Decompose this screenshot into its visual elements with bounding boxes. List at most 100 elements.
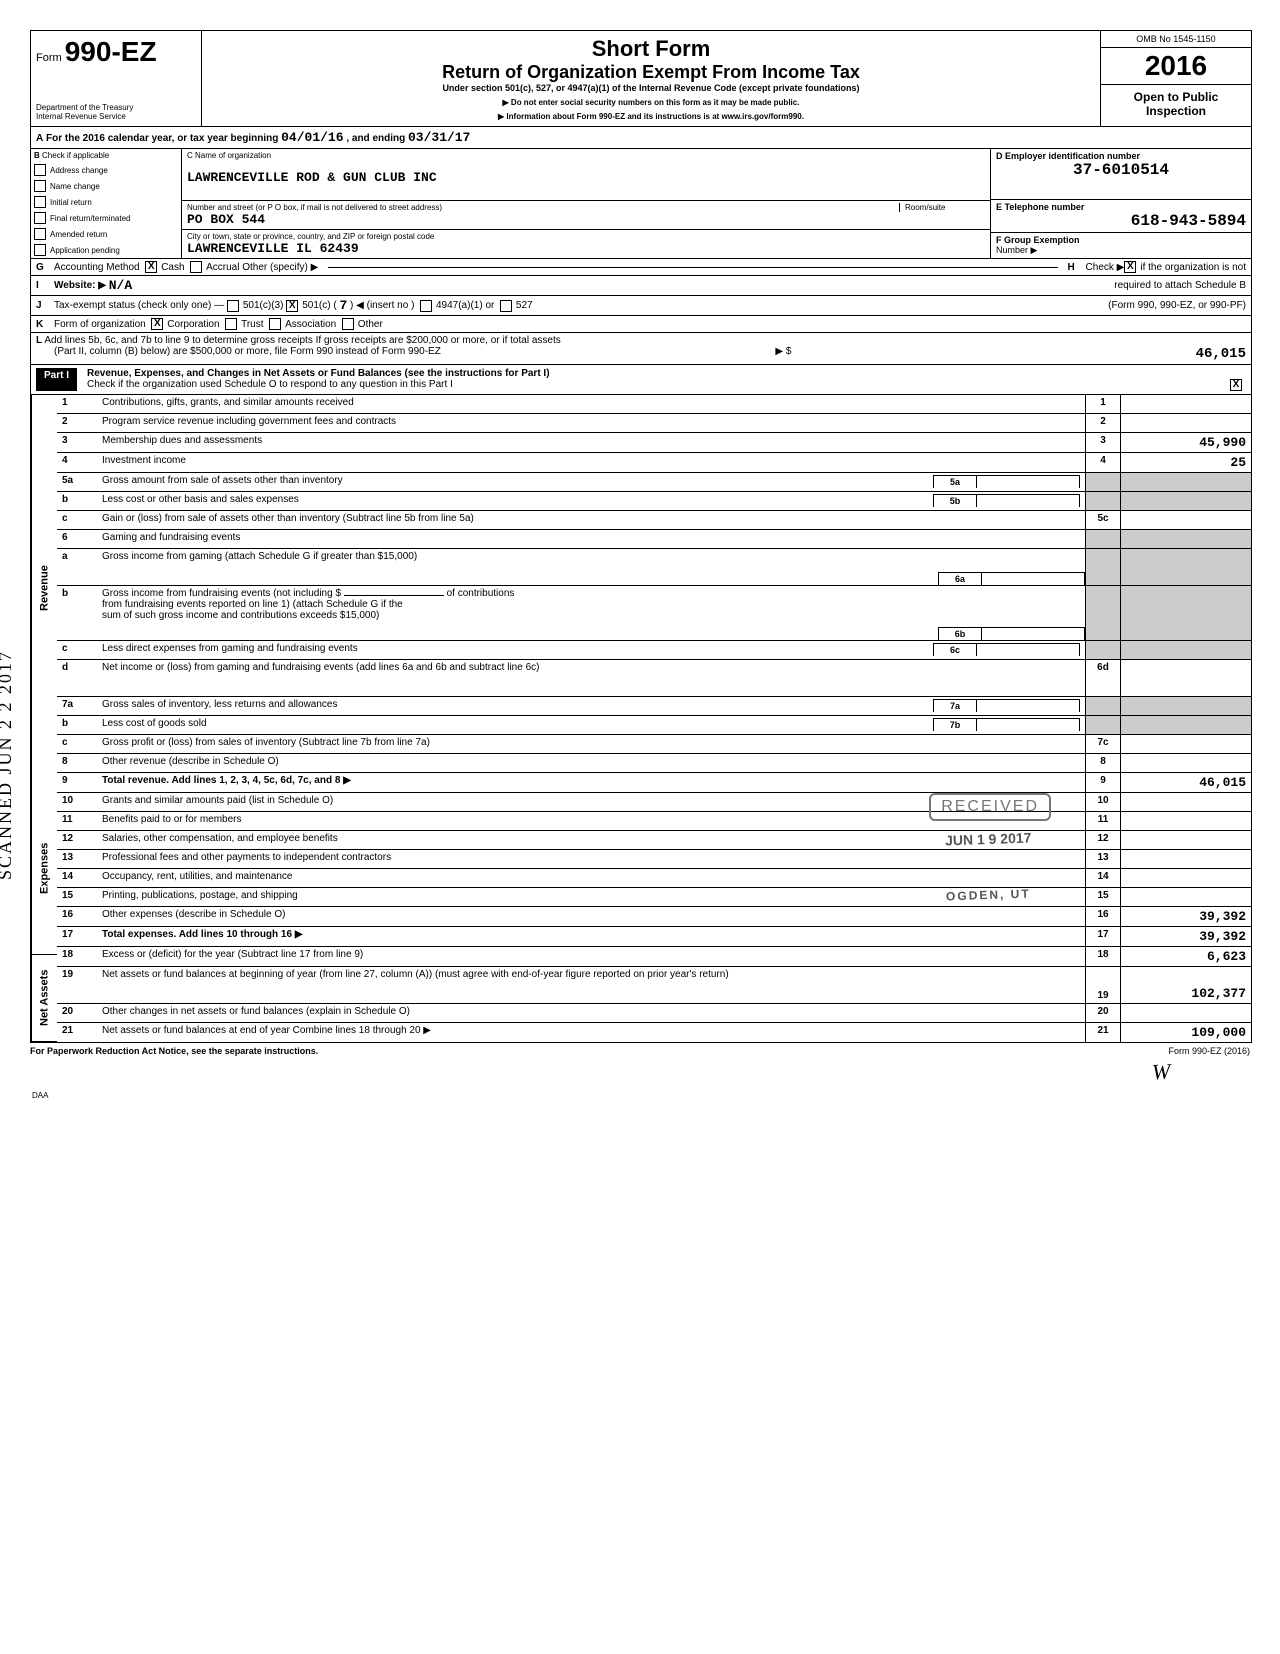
- chk-accrual[interactable]: [190, 261, 202, 273]
- initials: W: [1151, 1059, 1171, 1086]
- v16: 39,392: [1120, 907, 1251, 926]
- n18: 18: [57, 947, 97, 966]
- lbl-amended-return: Amended return: [50, 230, 107, 239]
- n11: 11: [57, 812, 97, 830]
- line-l: L Add lines 5b, 6c, and 7b to line 9 to …: [31, 333, 1251, 365]
- line-a-pre: For the 2016 calendar year, or tax year …: [46, 133, 278, 144]
- gross-receipts: 46,015: [1126, 346, 1246, 362]
- d21: Net assets or fund balances at end of ye…: [97, 1023, 1085, 1042]
- title-short-form: Short Form: [212, 36, 1090, 62]
- omb-number: OMB No 1545-1150: [1101, 31, 1251, 48]
- chk-h[interactable]: X: [1124, 261, 1136, 273]
- phone: 618-943-5894: [996, 212, 1246, 230]
- n6b: b: [57, 586, 97, 640]
- l-letter: L: [36, 335, 42, 346]
- d20: Other changes in net assets or fund bala…: [97, 1004, 1085, 1022]
- n7c: c: [57, 735, 97, 753]
- n5b: b: [57, 492, 97, 510]
- part1-header: Part I Revenue, Expenses, and Changes in…: [31, 365, 1251, 395]
- v21: 109,000: [1120, 1023, 1251, 1042]
- n6d: d: [57, 660, 97, 696]
- v3: 45,990: [1120, 433, 1251, 452]
- d6d: Net income or (loss) from gaming and fun…: [97, 660, 1085, 696]
- chk-application-pending[interactable]: [34, 244, 46, 256]
- chk-501c3[interactable]: [227, 300, 239, 312]
- n6c: c: [57, 641, 97, 659]
- footer-right: Form 990-EZ (2016): [1168, 1046, 1250, 1056]
- nn5c: 5c: [1085, 511, 1120, 529]
- check-if-applicable: Check if applicable: [42, 151, 109, 160]
- chk-527[interactable]: [500, 300, 512, 312]
- tax-year: 2016: [1101, 48, 1251, 85]
- subtitle: Under section 501(c), 527, or 4947(a)(1)…: [212, 83, 1090, 93]
- n8: 8: [57, 754, 97, 772]
- d4: Investment income: [97, 453, 1085, 472]
- nn1: 1: [1085, 395, 1120, 413]
- chk-part1-scho[interactable]: X: [1230, 379, 1242, 391]
- line-i: I Website: ▶ N/A required to attach Sche…: [31, 276, 1251, 296]
- chk-trust[interactable]: [225, 318, 237, 330]
- ein: 37-6010514: [996, 161, 1246, 179]
- k-letter: K: [36, 319, 54, 330]
- d16: Other expenses (describe in Schedule O): [97, 907, 1085, 926]
- title-return: Return of Organization Exempt From Incom…: [212, 62, 1090, 83]
- v6d: [1120, 660, 1251, 696]
- org-name: LAWRENCEVILLE ROD & GUN CLUB INC: [187, 170, 985, 185]
- chk-address-change[interactable]: [34, 164, 46, 176]
- chk-corp[interactable]: X: [151, 318, 163, 330]
- e-label: E Telephone number: [996, 202, 1246, 212]
- room-label: Room/suite: [899, 203, 985, 212]
- footer: For Paperwork Reduction Act Notice, see …: [30, 1043, 1250, 1059]
- line-a: A For the 2016 calendar year, or tax yea…: [31, 127, 1251, 149]
- chk-name-change[interactable]: [34, 180, 46, 192]
- lbl-initial-return: Initial return: [50, 198, 92, 207]
- d7b: Less cost of goods sold7b: [97, 716, 1085, 734]
- footer-left: For Paperwork Reduction Act Notice, see …: [30, 1046, 318, 1056]
- n2: 2: [57, 414, 97, 432]
- d11: Benefits paid to or for members: [97, 812, 1085, 830]
- chk-amended-return[interactable]: [34, 228, 46, 240]
- form-prefix: Form: [36, 52, 62, 64]
- n4: 4: [57, 453, 97, 472]
- chk-initial-return[interactable]: [34, 196, 46, 208]
- chk-assoc[interactable]: [269, 318, 281, 330]
- v15: [1120, 888, 1251, 906]
- line-j: J Tax-exempt status (check only one) — 5…: [31, 296, 1251, 316]
- n5a: 5a: [57, 473, 97, 491]
- n14: 14: [57, 869, 97, 887]
- form-number: 990-EZ: [65, 36, 157, 67]
- lbl-address-change: Address change: [50, 166, 108, 175]
- chk-other[interactable]: [342, 318, 354, 330]
- d1: Contributions, gifts, grants, and simila…: [97, 395, 1085, 413]
- v9: 46,015: [1120, 773, 1251, 792]
- d6c: Less direct expenses from gaming and fun…: [97, 641, 1085, 659]
- chk-final-return[interactable]: [34, 212, 46, 224]
- lbl-other: Other: [358, 319, 383, 330]
- d5c: Gain or (loss) from sale of assets other…: [97, 511, 1085, 529]
- n9: 9: [57, 773, 97, 792]
- d7a: Gross sales of inventory, less returns a…: [97, 697, 1085, 715]
- f-label2: Number ▶: [996, 245, 1246, 256]
- part1-label: Part I: [36, 368, 77, 391]
- chk-cash[interactable]: X: [145, 261, 157, 273]
- i-letter: I: [36, 280, 54, 291]
- v13: [1120, 850, 1251, 868]
- n6: 6: [57, 530, 97, 548]
- l-text2: (Part II, column (B) below) are $500,000…: [36, 346, 441, 362]
- insert-no: 7: [339, 298, 347, 313]
- c-label: C Name of organization: [187, 151, 985, 160]
- n16: 16: [57, 907, 97, 926]
- part1-table: Revenue Expenses Net Assets 1Contributio…: [31, 395, 1251, 1042]
- h-letter: H: [1068, 262, 1086, 273]
- chk-4947[interactable]: [420, 300, 432, 312]
- v11: [1120, 812, 1251, 830]
- lbl-corp: Corporation: [167, 319, 219, 330]
- chk-501c[interactable]: X: [286, 300, 298, 312]
- lbl-accrual: Accrual Other (specify) ▶: [206, 262, 318, 273]
- line-g-h: G Accounting Method X Cash Accrual Other…: [31, 259, 1251, 276]
- h-text: Check ▶: [1086, 262, 1125, 273]
- dept-irs: Internal Revenue Service: [36, 112, 196, 121]
- n15: 15: [57, 888, 97, 906]
- lbl-cash: Cash: [161, 262, 184, 273]
- n19: 19: [57, 967, 97, 1003]
